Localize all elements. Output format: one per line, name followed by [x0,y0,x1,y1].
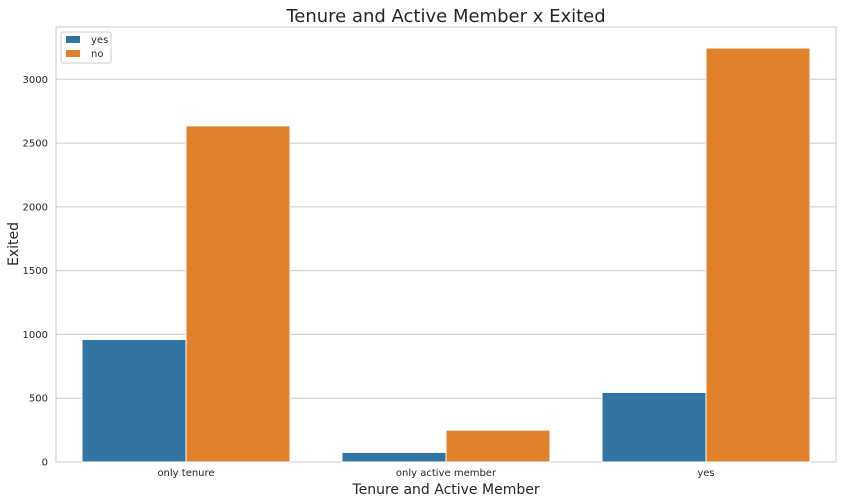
legend-label-yes: yes [91,35,108,46]
legend-swatch-no [66,50,80,57]
y-tick-label-3000: 3000 [23,75,48,86]
y-tick-label-0: 0 [42,458,48,469]
legend: yes no [60,31,112,64]
bar-no-0 [185,125,291,463]
bar-no-1 [445,429,551,463]
x-tick-label-1: only active member [396,468,497,479]
bars [81,47,811,463]
chart-title: Tenure and Active Member x Exited [285,6,605,27]
legend-label-no: no [91,49,103,60]
y-tick-label-1000: 1000 [23,330,48,341]
legend-swatch-yes [66,36,80,43]
bar-yes-2 [601,391,707,463]
y-tick-label-500: 500 [29,394,48,405]
y-axis-title: Exited [6,222,22,266]
y-tick-labels: 0 500 1000 1500 2000 2500 3000 [23,75,48,469]
y-tick-label-2500: 2500 [23,139,48,150]
y-tick-label-1500: 1500 [23,266,48,277]
x-tick-label-2: yes [697,468,714,479]
bar-yes-1 [341,451,447,463]
x-tick-label-0: only tenure [157,468,214,479]
x-tick-labels: only tenure only active member yes [157,468,714,479]
y-tick-label-2000: 2000 [23,202,48,213]
bar-yes-0 [81,339,187,463]
bar-no-2 [705,47,811,463]
x-axis-title: Tenure and Active Member [351,482,539,498]
